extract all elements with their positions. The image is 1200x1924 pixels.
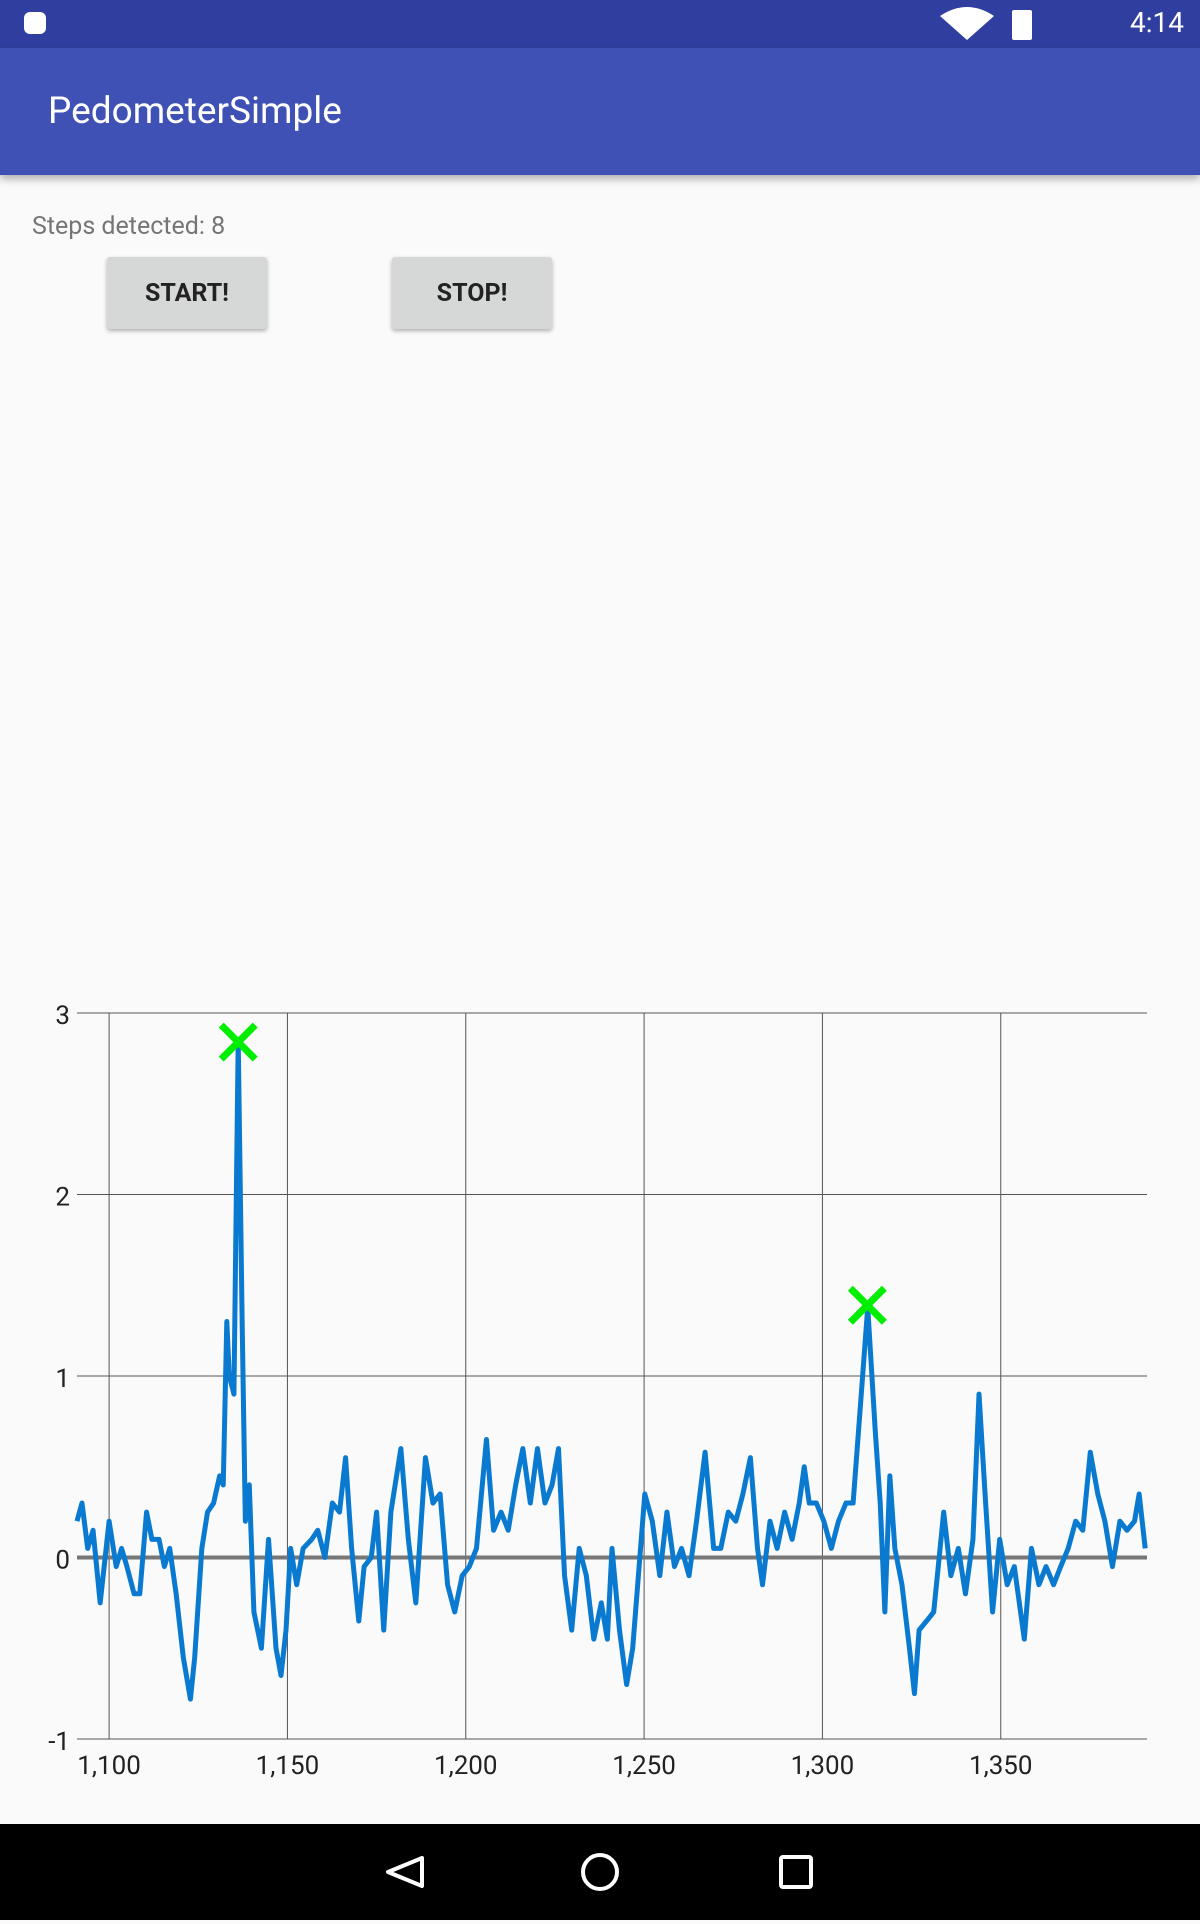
stop-button[interactable]: STOP! (392, 257, 552, 329)
battery-icon (1012, 10, 1032, 40)
x-tick-label: 1,300 (791, 1751, 855, 1781)
y-tick-label: -1 (48, 1727, 70, 1757)
y-tick-label: 2 (55, 1182, 70, 1212)
status-bar: 4:14 (0, 0, 1200, 48)
y-tick-label: 1 (55, 1364, 70, 1394)
y-tick-label: 0 (55, 1545, 70, 1575)
recents-button[interactable] (779, 1855, 813, 1889)
navigation-bar (0, 1824, 1200, 1920)
status-icons (24, 12, 46, 34)
app-bar: PedometerSimple (0, 48, 1200, 175)
peak-marker (218, 1022, 258, 1062)
notification-icon (24, 12, 46, 34)
system-icons (940, 7, 1032, 40)
start-button[interactable]: START! (107, 257, 267, 329)
peak-marker (847, 1285, 887, 1325)
x-tick-label: 1,150 (256, 1751, 320, 1781)
nav-icons (386, 1853, 813, 1891)
x-tick-label: 1,200 (434, 1751, 498, 1781)
steps-label: Steps detected: 8 (32, 212, 226, 241)
y-tick-label: 3 (55, 1001, 70, 1031)
back-button[interactable] (386, 1856, 424, 1888)
home-button[interactable] (581, 1853, 619, 1891)
clock: 4:14 (1130, 6, 1184, 39)
x-tick-label: 1,250 (612, 1751, 676, 1781)
wifi-icon (940, 7, 994, 40)
x-tick-label: 1,350 (969, 1751, 1033, 1781)
x-tick-label: 1,100 (77, 1751, 141, 1781)
data-line (74, 1037, 1148, 1702)
app-title: PedometerSimple (48, 90, 342, 133)
chart: -1 0 1 2 3 1,100 1,150 1,200 1,250 1,300 1,350 (48, 1001, 1148, 1781)
